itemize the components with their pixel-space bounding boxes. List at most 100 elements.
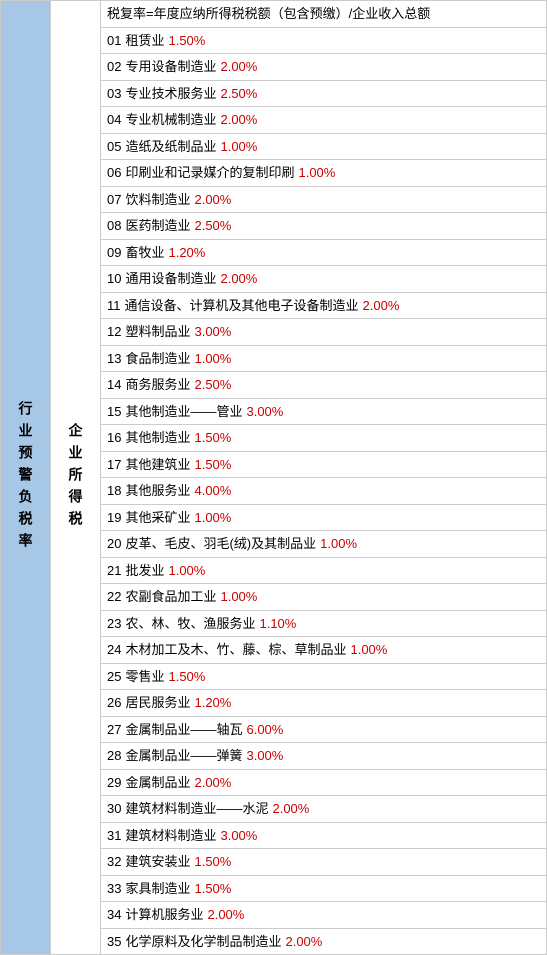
- tax-rate-table: 行业预警负税率 企业所得税 税复率=年度应纳所得税税额（包含预缴）/企业收入总额…: [0, 0, 547, 955]
- table-row: 28金属制品业——弹簧3.00%: [101, 743, 546, 770]
- row-label: 商务服务业: [125, 375, 190, 395]
- row-number: 29: [107, 773, 121, 793]
- table-row: 12塑料制品业3.00%: [101, 319, 546, 346]
- row-label: 其他建筑业: [125, 455, 190, 475]
- table-row: 23农、林、牧、渔服务业1.10%: [101, 611, 546, 638]
- row-number: 04: [107, 110, 121, 130]
- table-row: 31建筑材料制造业3.00%: [101, 823, 546, 850]
- row-label: 其他采矿业: [125, 508, 190, 528]
- row-label: 通信设备、计算机及其他电子设备制造业: [125, 296, 359, 316]
- row-percentage: 2.50%: [220, 84, 257, 104]
- row-percentage: 6.00%: [246, 720, 283, 740]
- row-percentage: 3.00%: [194, 322, 231, 342]
- row-label: 造纸及纸制品业: [125, 137, 216, 157]
- data-column: 税复率=年度应纳所得税税额（包含预缴）/企业收入总额 01租赁业1.50%02专…: [101, 1, 546, 954]
- row-label: 建筑材料制造业: [125, 826, 216, 846]
- row-label: 金属制品业——弹簧: [125, 746, 242, 766]
- row-number: 33: [107, 879, 121, 899]
- row-label: 塑料制品业: [125, 322, 190, 342]
- row-number: 03: [107, 84, 121, 104]
- row-number: 12: [107, 322, 121, 342]
- row-number: 05: [107, 137, 121, 157]
- row-number: 07: [107, 190, 121, 210]
- row-label: 家具制造业: [125, 879, 190, 899]
- row-percentage: 1.20%: [168, 243, 205, 263]
- row-percentage: 1.00%: [168, 561, 205, 581]
- table-row: 06印刷业和记录媒介的复制印刷1.00%: [101, 160, 546, 187]
- row-label: 食品制造业: [125, 349, 190, 369]
- table-row: 33家具制造业1.50%: [101, 876, 546, 903]
- row-number: 09: [107, 243, 121, 263]
- row-number: 26: [107, 693, 121, 713]
- row-number: 23: [107, 614, 121, 634]
- row-label: 医药制造业: [125, 216, 190, 236]
- row-label: 金属制品业——轴瓦: [125, 720, 242, 740]
- row-label: 居民服务业: [125, 693, 190, 713]
- row-percentage: 1.20%: [194, 693, 231, 713]
- table-row: 35化学原料及化学制品制造业2.00%: [101, 929, 546, 955]
- row-number: 34: [107, 905, 121, 925]
- row-label: 木材加工及木、竹、藤、棕、草制品业: [125, 640, 346, 660]
- row-label: 建筑安装业: [125, 852, 190, 872]
- row-label: 皮革、毛皮、羽毛(绒)及其制品业: [125, 534, 316, 554]
- table-row: 13食品制造业1.00%: [101, 346, 546, 373]
- row-label: 零售业: [125, 667, 164, 687]
- row-number: 20: [107, 534, 121, 554]
- table-row: 04专业机械制造业2.00%: [101, 107, 546, 134]
- table-row: 08医药制造业2.50%: [101, 213, 546, 240]
- row-percentage: 4.00%: [194, 481, 231, 501]
- row-percentage: 1.10%: [259, 614, 296, 634]
- row-number: 17: [107, 455, 121, 475]
- row-percentage: 1.00%: [298, 163, 335, 183]
- row-percentage: 1.50%: [168, 667, 205, 687]
- row-percentage: 1.00%: [220, 137, 257, 157]
- row-percentage: 1.50%: [194, 879, 231, 899]
- table-row: 20皮革、毛皮、羽毛(绒)及其制品业1.00%: [101, 531, 546, 558]
- table-row: 21批发业1.00%: [101, 558, 546, 585]
- table-row: 26居民服务业1.20%: [101, 690, 546, 717]
- row-percentage: 1.00%: [350, 640, 387, 660]
- middle-category-label: 企业所得税: [66, 423, 86, 533]
- row-percentage: 3.00%: [246, 402, 283, 422]
- table-row: 09畜牧业1.20%: [101, 240, 546, 267]
- table-row: 03专业技术服务业2.50%: [101, 81, 546, 108]
- row-number: 18: [107, 481, 121, 501]
- row-label: 化学原料及化学制品制造业: [125, 932, 281, 952]
- row-label: 租赁业: [125, 31, 164, 51]
- row-percentage: 1.00%: [194, 349, 231, 369]
- table-row: 18其他服务业4.00%: [101, 478, 546, 505]
- row-percentage: 2.50%: [194, 216, 231, 236]
- row-number: 10: [107, 269, 121, 289]
- row-number: 02: [107, 57, 121, 77]
- middle-category-column: 企业所得税: [51, 1, 101, 954]
- table-row: 27金属制品业——轴瓦6.00%: [101, 717, 546, 744]
- row-label: 饮料制造业: [125, 190, 190, 210]
- table-row: 16其他制造业1.50%: [101, 425, 546, 452]
- table-row: 05造纸及纸制品业1.00%: [101, 134, 546, 161]
- table-row: 32建筑安装业1.50%: [101, 849, 546, 876]
- row-number: 14: [107, 375, 121, 395]
- right-wrapper: 企业所得税 税复率=年度应纳所得税税额（包含预缴）/企业收入总额 01租赁业1.…: [51, 1, 546, 954]
- row-number: 31: [107, 826, 121, 846]
- row-percentage: 1.00%: [194, 508, 231, 528]
- row-percentage: 2.00%: [207, 905, 244, 925]
- row-percentage: 1.50%: [194, 852, 231, 872]
- row-number: 28: [107, 746, 121, 766]
- table-row: 14商务服务业2.50%: [101, 372, 546, 399]
- row-number: 08: [107, 216, 121, 236]
- row-number: 30: [107, 799, 121, 819]
- row-percentage: 2.50%: [194, 375, 231, 395]
- left-category-column: 行业预警负税率: [1, 1, 51, 954]
- row-number: 27: [107, 720, 121, 740]
- row-label: 其他服务业: [125, 481, 190, 501]
- row-number: 15: [107, 402, 121, 422]
- table-row: 34计算机服务业2.00%: [101, 902, 546, 929]
- row-percentage: 1.50%: [168, 31, 205, 51]
- row-percentage: 2.00%: [272, 799, 309, 819]
- table-row: 24木材加工及木、竹、藤、棕、草制品业1.00%: [101, 637, 546, 664]
- row-label: 通用设备制造业: [125, 269, 216, 289]
- row-label: 批发业: [125, 561, 164, 581]
- row-number: 19: [107, 508, 121, 528]
- row-percentage: 2.00%: [285, 932, 322, 952]
- table-row: 17其他建筑业1.50%: [101, 452, 546, 479]
